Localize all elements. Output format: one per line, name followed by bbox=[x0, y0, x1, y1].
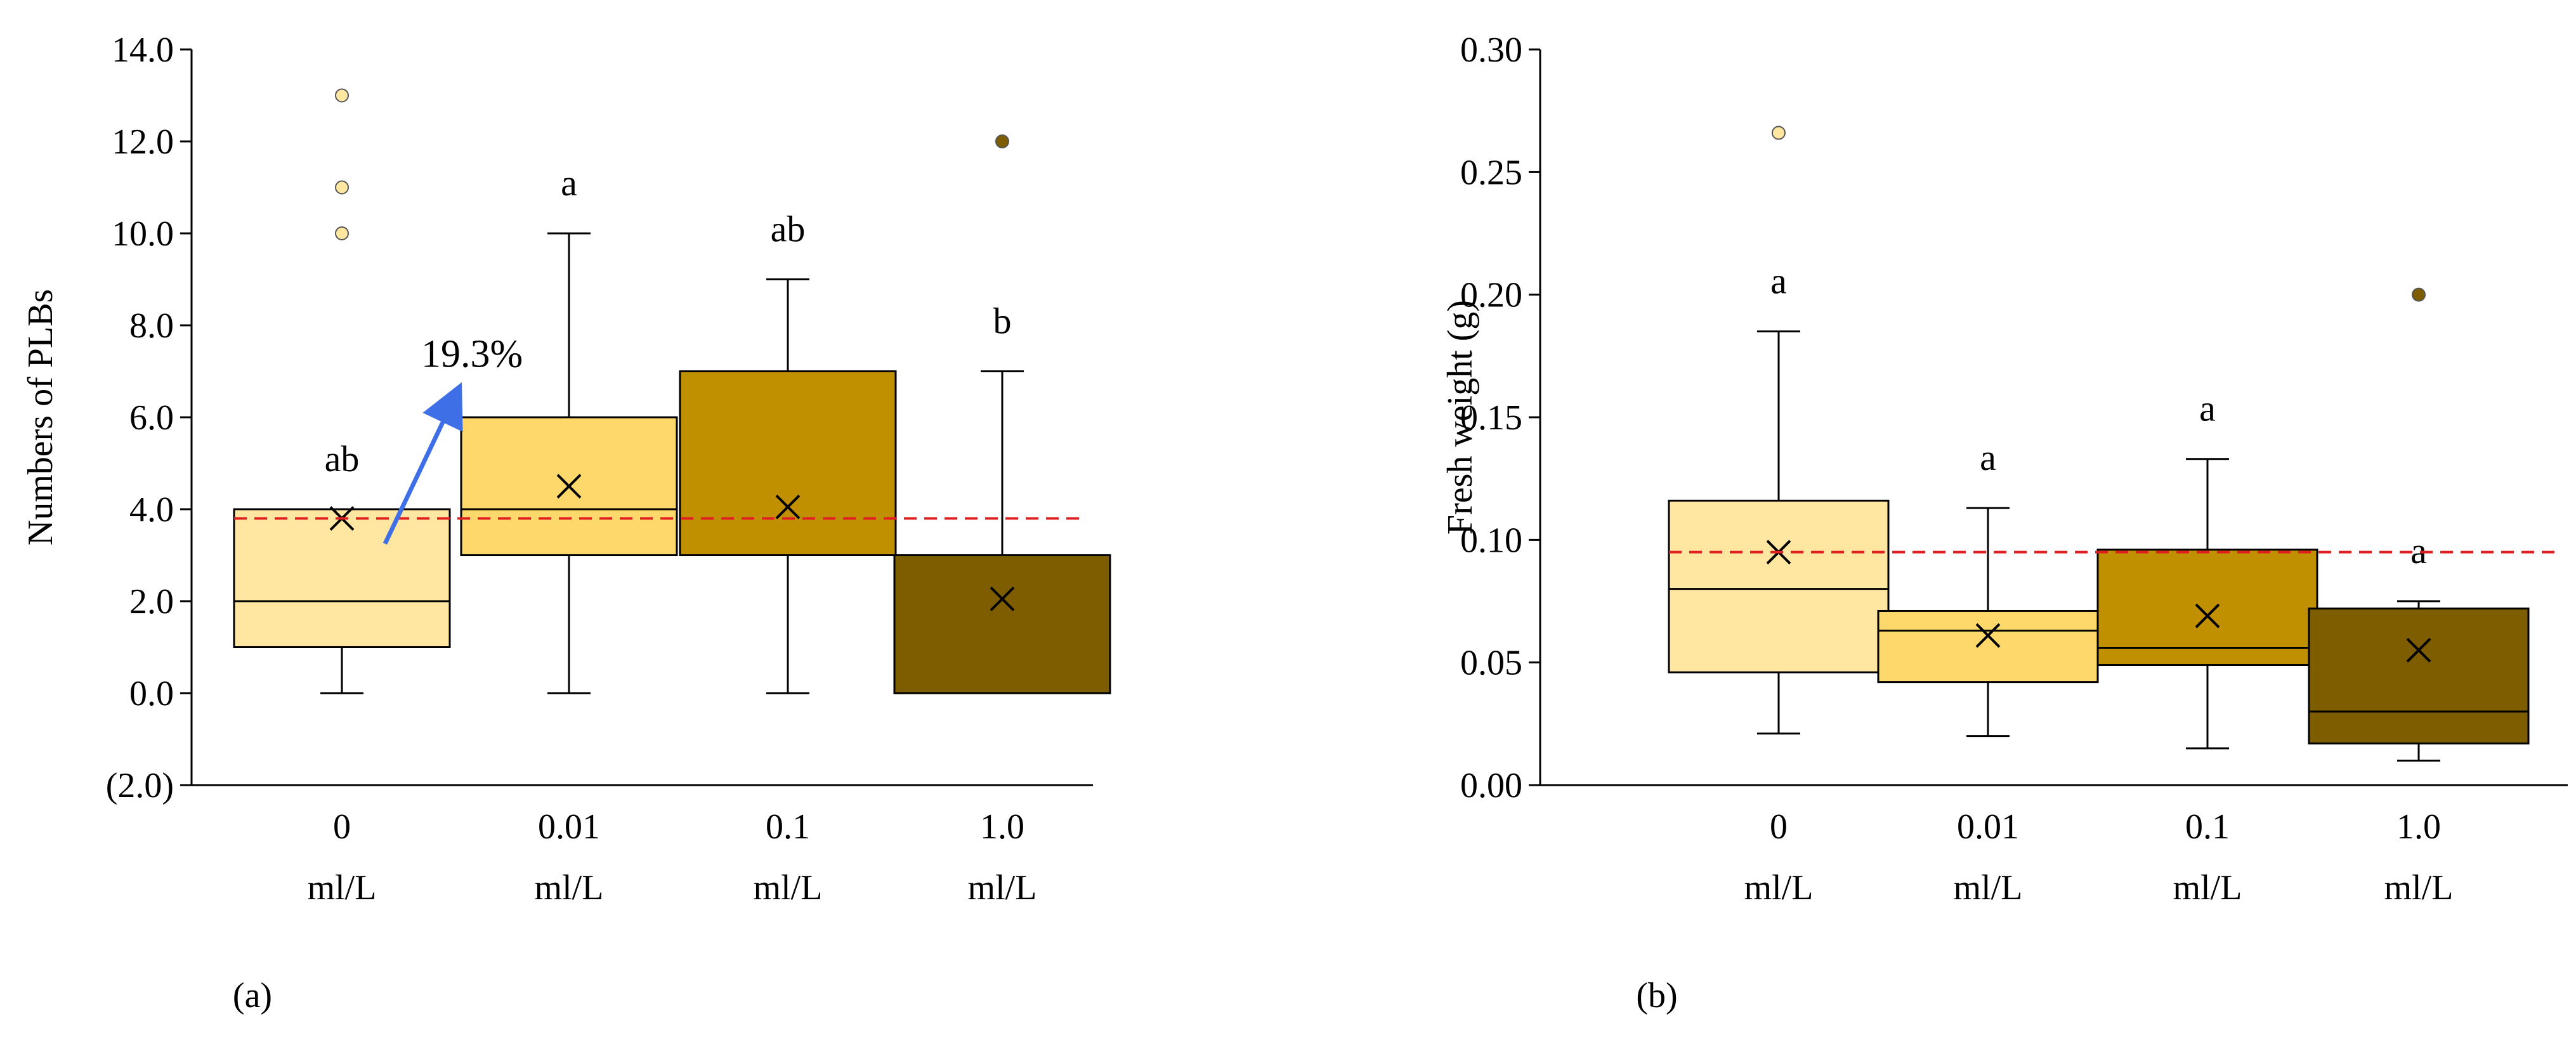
significance-letter: a bbox=[1980, 437, 1996, 478]
x-category-value: 1.0 bbox=[980, 807, 1024, 847]
box-group-0: ab bbox=[233, 88, 451, 694]
y-tick-label: 0.25 bbox=[1460, 153, 1522, 192]
x-category-value: 1.0 bbox=[2396, 807, 2441, 847]
box-group-3: b bbox=[893, 134, 1111, 694]
increase-arrow bbox=[382, 382, 463, 545]
box-iqr bbox=[2308, 608, 2530, 745]
box-iqr bbox=[1668, 499, 1890, 673]
outlier-point bbox=[335, 180, 349, 195]
significance-letter: a bbox=[561, 162, 577, 204]
significance-letter: a bbox=[2199, 388, 2216, 429]
y-tick-label: 0.00 bbox=[1460, 766, 1522, 805]
x-category-value: 0.1 bbox=[766, 807, 810, 847]
x-category-value: 0 bbox=[333, 807, 351, 847]
mean-marker bbox=[556, 474, 582, 499]
box-group-2: ab bbox=[679, 209, 897, 694]
mean-marker bbox=[2406, 637, 2431, 663]
y-tick-label: 10.0 bbox=[112, 214, 174, 254]
box-group-1: a bbox=[1877, 437, 2099, 738]
y-tick-label: 0.0 bbox=[129, 674, 174, 713]
x-category-value: 0.01 bbox=[1957, 807, 2019, 847]
y-tick-label: 8.0 bbox=[129, 306, 174, 346]
x-category-unit: ml/L bbox=[1744, 868, 1814, 907]
mean-marker bbox=[775, 494, 801, 519]
panel-label: (b) bbox=[1636, 976, 1677, 1015]
x-category-value: 0.01 bbox=[538, 807, 600, 847]
significance-letter: ab bbox=[771, 209, 806, 250]
y-tick-label: 0.20 bbox=[1460, 276, 1522, 315]
box-iqr bbox=[679, 370, 897, 556]
mean-marker bbox=[1975, 623, 2001, 648]
y-tick-label: 0.15 bbox=[1460, 398, 1522, 438]
y-tick-label: 0.05 bbox=[1460, 644, 1522, 683]
x-category-value: 0 bbox=[1770, 807, 1788, 847]
significance-letter: a bbox=[1770, 261, 1787, 302]
x-category-unit: ml/L bbox=[535, 868, 604, 907]
x-category-unit: ml/L bbox=[754, 868, 823, 907]
panel-a: (2.0) 0.0 2.0 4.0 6.0 8.0 10.0 12.0 14.0 Numbers … bbox=[21, 30, 1111, 1015]
x-category-unit: ml/L bbox=[2384, 868, 2454, 907]
x-category-unit: ml/L bbox=[2173, 868, 2242, 907]
y-axis-title: Numbers of PLBs bbox=[21, 289, 60, 545]
box-iqr bbox=[893, 554, 1111, 694]
significance-letter: ab bbox=[325, 438, 360, 479]
outlier-point bbox=[1772, 126, 1786, 140]
outlier-point bbox=[2412, 287, 2426, 302]
box-group-2: a bbox=[2096, 388, 2318, 750]
significance-letter: b bbox=[993, 301, 1012, 342]
box-group-0: a bbox=[1668, 126, 1890, 735]
y-tick-label: (2.0) bbox=[106, 766, 174, 805]
y-axis-title: Fresh weight (g) bbox=[1441, 300, 1480, 535]
outlier-point bbox=[335, 88, 349, 103]
x-category-unit: ml/L bbox=[1954, 868, 2023, 907]
y-tick-label: 12.0 bbox=[112, 122, 174, 162]
increase-annotation: 19.3% bbox=[421, 332, 523, 375]
mean-marker bbox=[2195, 603, 2220, 628]
box-group-1: a bbox=[460, 162, 678, 694]
y-tick-label: 6.0 bbox=[129, 398, 174, 438]
x-category-value: 0.1 bbox=[2185, 807, 2230, 847]
mean-marker bbox=[990, 586, 1015, 611]
outlier-point bbox=[995, 134, 1009, 148]
box-group-3: a bbox=[2308, 287, 2530, 762]
x-category-unit: ml/L bbox=[968, 868, 1037, 907]
x-category-unit: ml/L bbox=[308, 868, 377, 907]
box-iqr bbox=[233, 508, 451, 648]
y-tick-label: 4.0 bbox=[129, 490, 174, 530]
y-tick-label: 0.30 bbox=[1460, 30, 1522, 70]
y-tick-label: 0.10 bbox=[1460, 521, 1522, 560]
y-tick-label: 2.0 bbox=[129, 582, 174, 621]
box-iqr bbox=[1877, 609, 2099, 684]
significance-letter: a bbox=[2410, 530, 2427, 571]
panel-label: (a) bbox=[233, 976, 272, 1015]
outlier-point bbox=[335, 226, 349, 240]
y-tick-label: 14.0 bbox=[112, 30, 174, 70]
box-iqr bbox=[2096, 549, 2318, 667]
